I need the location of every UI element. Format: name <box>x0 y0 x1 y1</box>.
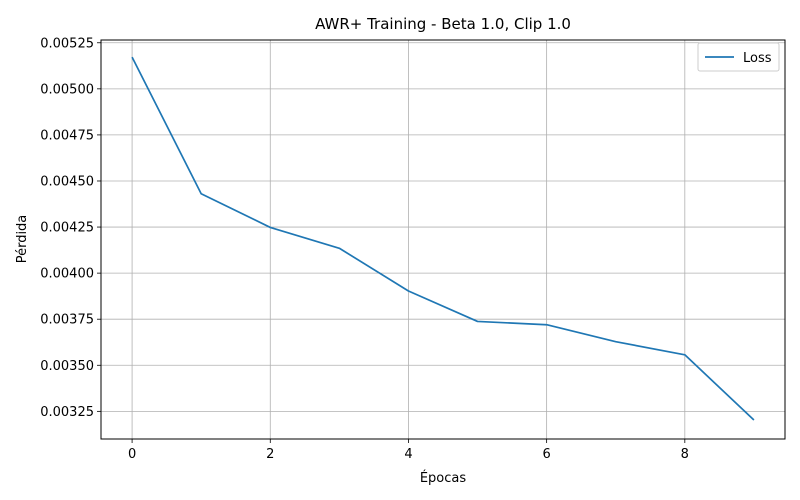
y-axis: 0.00325 0.00350 0.00375 0.00400 0.00425 0.004… <box>40 36 101 420</box>
chart-title: AWR+ Training - Beta 1.0, Clip 1.0 <box>315 15 571 33</box>
x-axis-label: Épocas <box>420 470 467 486</box>
y-tick-label: 0.00525 <box>40 36 94 51</box>
x-tick-label: 8 <box>681 447 689 462</box>
x-tick-label: 6 <box>542 447 550 462</box>
plot-area-frame <box>100 39 786 440</box>
legend-box <box>697 42 780 72</box>
series-layer <box>131 56 755 421</box>
y-tick-label: 0.00350 <box>40 359 94 374</box>
legend: Loss <box>697 42 780 72</box>
y-axis-label: Pérdida <box>15 215 30 264</box>
y-tick-label: 0.00375 <box>40 313 94 328</box>
legend-label-loss: Loss <box>743 51 772 66</box>
y-tick-label: 0.00325 <box>40 405 94 420</box>
y-tick-label: 0.00500 <box>40 82 94 97</box>
y-tick-label: 0.00400 <box>40 267 94 282</box>
x-tick-label: 4 <box>404 447 412 462</box>
series-line-loss <box>131 56 755 421</box>
y-tick-label: 0.00450 <box>40 174 94 189</box>
x-tick-label: 0 <box>128 447 136 462</box>
grid <box>101 40 785 439</box>
y-tick-label: 0.00475 <box>40 128 94 143</box>
x-axis: 0 2 4 6 8 <box>128 439 689 462</box>
y-tick-label: 0.00425 <box>40 221 94 236</box>
x-tick-label: 2 <box>266 447 274 462</box>
